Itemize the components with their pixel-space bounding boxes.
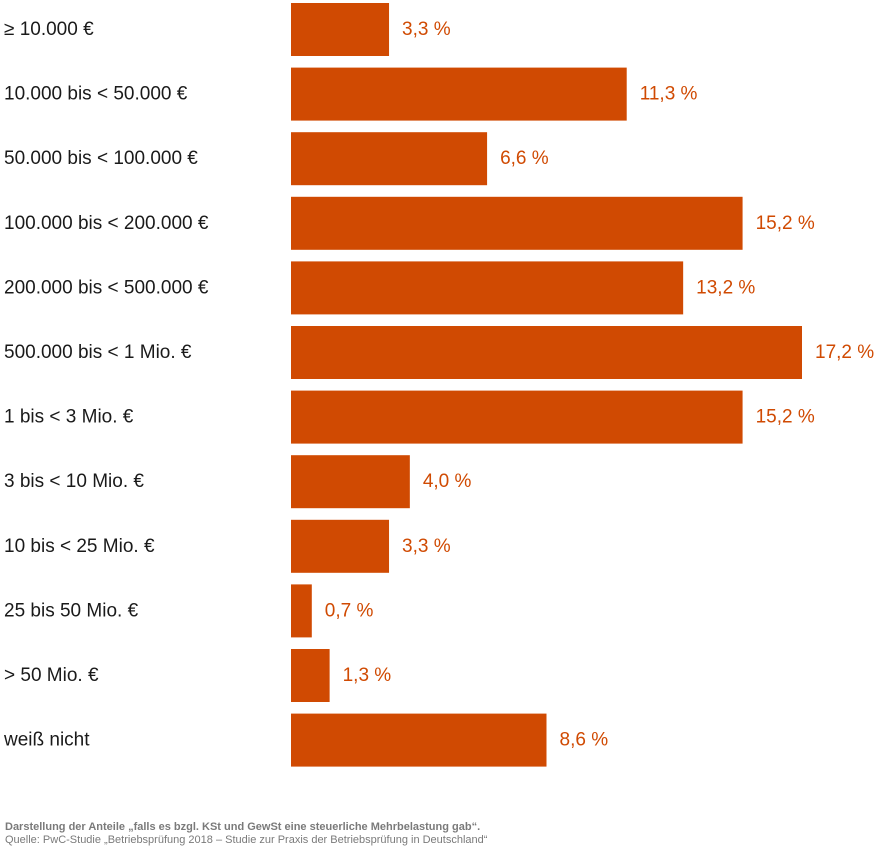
value-label: 4,0 % — [423, 471, 472, 492]
value-label: 17,2 % — [815, 342, 874, 363]
value-label: 3,3 % — [402, 536, 451, 557]
category-label: 10 bis < 25 Mio. € — [4, 536, 155, 557]
value-label: 1,3 % — [343, 665, 392, 686]
value-label: 11,3 % — [640, 84, 698, 105]
category-label: 500.000 bis < 1 Mio. € — [4, 342, 192, 363]
category-label: 50.000 bis < 100.000 € — [4, 148, 198, 169]
footnote-source: Quelle: PwC-Studie „Betriebsprüfung 2018… — [5, 834, 488, 846]
category-label: 3 bis < 10 Mio. € — [4, 471, 144, 492]
bar — [291, 196, 743, 250]
bar — [291, 584, 312, 638]
category-label: 100.000 bis < 200.000 € — [4, 213, 209, 234]
bar — [291, 326, 802, 379]
bar — [291, 519, 390, 573]
bar — [291, 390, 743, 444]
category-label: 10.000 bis < 50.000 € — [4, 84, 188, 105]
bar — [291, 261, 684, 315]
category-label: ≥ 10.000 € — [4, 19, 94, 40]
category-label: > 50 Mio. € — [4, 665, 99, 686]
value-label: 8,6 % — [560, 730, 609, 751]
value-label: 6,6 % — [500, 148, 549, 169]
category-label: 1 bis < 3 Mio. € — [4, 407, 134, 428]
footnote-note: Darstellung der Anteile „falls es bzgl. … — [5, 821, 481, 833]
bar — [291, 455, 410, 509]
category-label: weiß nicht — [3, 730, 90, 751]
category-label: 25 bis 50 Mio. € — [4, 600, 139, 621]
value-label: 0,7 % — [325, 600, 374, 621]
value-label: 3,3 % — [402, 19, 451, 40]
category-label: 200.000 bis < 500.000 € — [4, 277, 209, 298]
value-label: 15,2 % — [756, 213, 815, 234]
bar — [291, 649, 330, 702]
value-label: 13,2 % — [696, 277, 755, 298]
bar — [291, 67, 627, 121]
bar — [291, 3, 390, 56]
bar — [291, 132, 488, 186]
bar — [291, 713, 547, 767]
bar-chart: ≥ 10.000 € 3,3 % 10.000 bis < 50.000 € 11,3… — [3, 3, 874, 767]
value-label: 15,2 % — [756, 407, 815, 428]
